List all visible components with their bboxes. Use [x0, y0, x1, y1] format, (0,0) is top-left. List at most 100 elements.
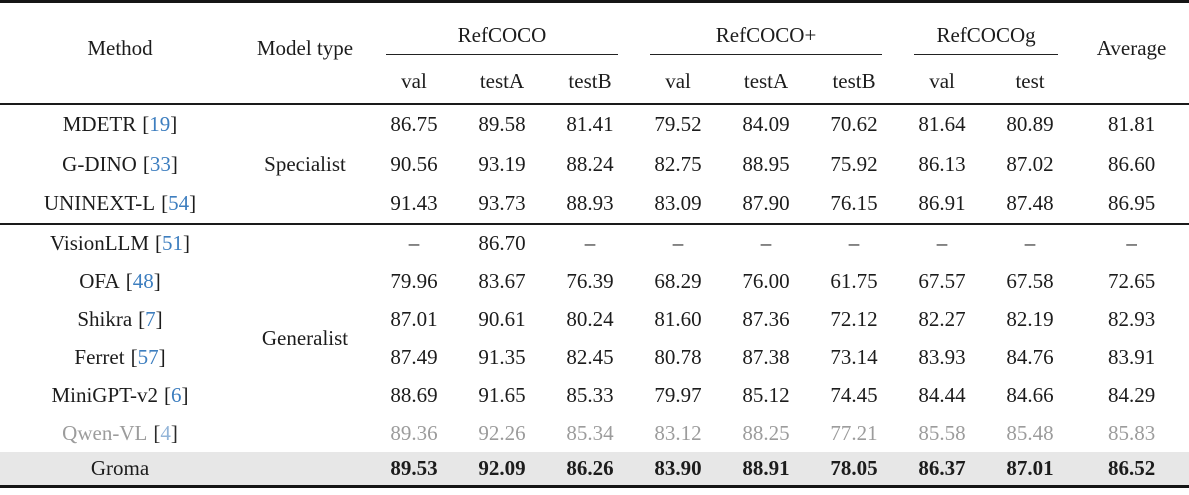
method-name: Qwen-VL [62, 420, 148, 445]
method-name: MDETR [62, 112, 137, 136]
method-cell: MiniGPT-v2 [6] [0, 376, 240, 414]
score-cell: 88.69 [390, 382, 438, 407]
highlight-section: Groma 89.53 92.09 86.26 83.90 88.91 78.0… [0, 452, 1189, 486]
score-cell: 76.15 [830, 191, 878, 215]
score-cell: 80.78 [654, 344, 702, 369]
citation-link[interactable]: 19 [149, 112, 171, 136]
citation: [6] [164, 383, 189, 407]
table-row-ofa: OFA [48] 79.96 83.67 76.39 68.29 76.00 61… [0, 262, 1189, 300]
table-row-shikra: Shikra [7] 87.01 90.61 80.24 81.60 87.36 … [0, 300, 1189, 338]
score-cell: 73.14 [830, 344, 878, 369]
method-cell: Groma [0, 452, 240, 486]
method-name: UNINEXT-L [43, 191, 156, 215]
score-cell: 81.60 [654, 306, 702, 331]
bracket-close: ] [158, 344, 166, 369]
bracket-open: [ [164, 382, 172, 407]
score-cell: 86.75 [390, 112, 438, 136]
average-cell: 86.52 [1107, 455, 1156, 480]
average-cell: 85.83 [1107, 420, 1156, 445]
citation-link[interactable]: 54 [168, 191, 190, 215]
score-cell: – [1024, 231, 1036, 255]
score-cell: 83.90 [654, 455, 702, 480]
score-cell: 88.91 [742, 455, 790, 480]
score-cell: 72.12 [830, 306, 878, 331]
refcoco-testa-header: testA [479, 68, 525, 93]
bracket-open: [ [153, 420, 161, 445]
score-cell: 93.73 [478, 191, 526, 215]
refcocog-group-header: RefCOCOg [898, 2, 1074, 60]
table-row-ferret: Ferret [57] 87.49 91.35 82.45 80.78 87.38… [0, 338, 1189, 376]
score-cell: – [760, 231, 772, 255]
refcoco-group-header: RefCOCO [370, 2, 634, 60]
citation: [33] [143, 152, 178, 176]
bracket-close: ] [155, 306, 163, 331]
score-cell: 85.34 [566, 420, 614, 445]
score-cell: 80.89 [1006, 112, 1054, 136]
score-cell: 90.56 [390, 151, 438, 176]
score-cell: 86.26 [566, 455, 614, 480]
score-cell: 88.93 [566, 191, 614, 215]
model-type-cell: Specialist [264, 151, 346, 176]
table-row-minigpt: MiniGPT-v2 [6] 88.69 91.65 85.33 79.97 85… [0, 376, 1189, 414]
score-cell: 83.09 [654, 191, 702, 215]
refcoco-group-label: RefCOCO [457, 23, 547, 47]
refcoco-plus-testa-header: testA [743, 68, 789, 93]
average-cell: 83.91 [1107, 344, 1156, 369]
method-cell: MDETR [19] [0, 104, 240, 144]
score-cell: 68.29 [654, 268, 702, 293]
bracket-open: [ [130, 344, 138, 369]
score-cell: 89.36 [390, 420, 438, 445]
bracket-close: ] [170, 151, 178, 176]
score-cell: 83.93 [918, 344, 966, 369]
method-cell: Ferret [57] [0, 338, 240, 376]
specialist-section: MDETR [19] Specialist 86.75 89.58 81.41 7… [0, 104, 1189, 224]
average-cell: 86.95 [1107, 191, 1156, 215]
score-cell: – [584, 231, 596, 255]
score-cell: 83.67 [478, 268, 526, 293]
average-cell: 72.65 [1107, 268, 1156, 293]
average-cell: – [1126, 231, 1137, 255]
table-row-groma: Groma 89.53 92.09 86.26 83.90 88.91 78.0… [0, 452, 1189, 486]
score-cell: 80.24 [566, 306, 614, 331]
method-column-header: Method [87, 35, 153, 60]
model-type-column-header: Model type [256, 35, 354, 60]
citation: [51] [155, 231, 190, 255]
citation: [48] [126, 269, 161, 293]
average-cell: 84.29 [1107, 382, 1156, 407]
citation-link[interactable]: 4 [160, 420, 171, 445]
score-cell: 91.65 [478, 382, 526, 407]
citation-link[interactable]: 48 [132, 268, 154, 293]
method-name: OFA [79, 268, 120, 293]
refcocog-group-label: RefCOCOg [936, 23, 1036, 47]
citation: [54] [161, 191, 196, 215]
score-cell: 67.58 [1006, 268, 1054, 293]
score-cell: 87.48 [1006, 191, 1054, 215]
citation-link[interactable]: 33 [149, 151, 171, 176]
citation-link[interactable]: 6 [171, 382, 182, 407]
score-cell: 61.75 [830, 268, 878, 293]
bracket-open: [ [142, 151, 150, 176]
method-cell: VisionLLM [51] [0, 224, 240, 262]
score-cell: 87.38 [742, 344, 790, 369]
score-cell: 86.13 [918, 151, 966, 176]
refcoco-testb-header: testB [568, 68, 612, 93]
score-cell: 88.95 [742, 151, 790, 176]
refcocog-val-header: val [929, 68, 955, 93]
model-type-cell: Generalist [261, 326, 349, 350]
bracket-open: [ [125, 268, 133, 293]
method-name: Shikra [77, 306, 133, 331]
citation-link[interactable]: 51 [162, 231, 184, 255]
refcocog-underline [914, 54, 1059, 55]
bracket-close: ] [183, 231, 191, 255]
score-cell: 74.45 [830, 382, 878, 407]
score-cell: – [672, 231, 684, 255]
table-row-gdino: G-DINO [33] 90.56 93.19 88.24 82.75 88.95… [0, 144, 1189, 184]
bracket-close: ] [153, 268, 161, 293]
bracket-open: [ [155, 231, 163, 255]
score-cell: 84.09 [742, 112, 790, 136]
score-cell: 79.97 [654, 382, 702, 407]
citation-link[interactable]: 7 [145, 306, 156, 331]
score-cell: 84.76 [1006, 344, 1054, 369]
citation-link[interactable]: 57 [137, 344, 159, 369]
